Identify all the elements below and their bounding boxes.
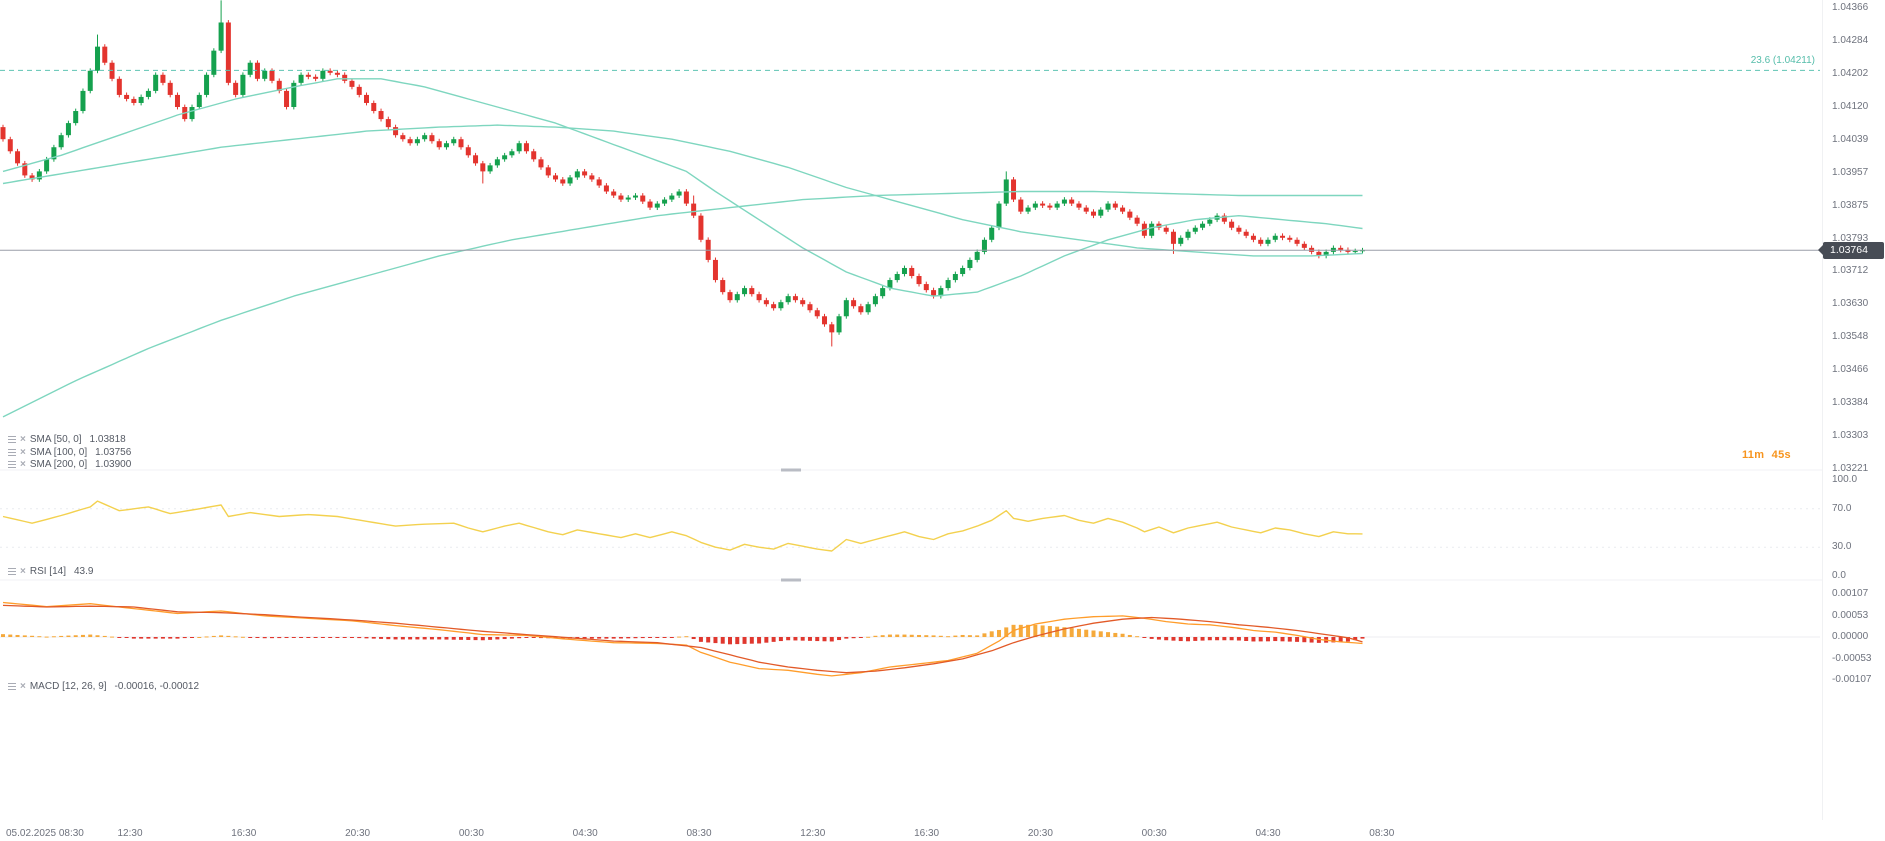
macd-axis-label: 0.00000: [1832, 631, 1869, 642]
price-axis-label: 1.03957: [1832, 166, 1869, 178]
time-axis-label: 16:30: [231, 828, 257, 839]
current-price-tag: 1.03764: [1818, 241, 1884, 259]
legend-settings-icon[interactable]: [8, 449, 16, 456]
fib-level-label[interactable]: 23.6 (1.04211): [1750, 55, 1815, 67]
legend-sma50[interactable]: × SMA [50, 0] 1.03818: [8, 434, 126, 445]
legend-sma200-value: 1.03900: [95, 459, 132, 470]
macd-axis-label: 0.00107: [1832, 587, 1869, 599]
time-axis-label: 04:30: [572, 828, 598, 839]
price-axis-label: 1.03221: [1832, 462, 1869, 474]
legend-sma50-value: 1.03818: [89, 434, 126, 445]
time-axis-label: 05.02.2025 08:30: [6, 828, 84, 839]
price-axis-label: 1.03384: [1832, 397, 1869, 409]
price-axis-label: 1.04366: [1832, 2, 1869, 13]
price-axis-label: 1.04284: [1832, 35, 1869, 46]
time-axis-label: 12:30: [117, 828, 143, 839]
time-axis-label: 04:30: [1255, 828, 1281, 839]
time-axis-label: 08:30: [1369, 828, 1395, 839]
legend-sma200-label: SMA [200, 0]: [29, 459, 88, 470]
time-axis-label: 16:30: [914, 828, 940, 839]
macd-axis-label: -0.00053: [1832, 652, 1872, 664]
legend-macd-label: MACD [12, 26, 9]: [29, 681, 107, 692]
price-axis-label: 1.04202: [1832, 68, 1869, 79]
price-axis-label: 1.03875: [1832, 199, 1869, 211]
price-axis-label: 1.03712: [1832, 265, 1869, 277]
legend-close-icon[interactable]: ×: [20, 458, 26, 470]
legend-settings-icon[interactable]: [8, 436, 16, 443]
legend-sma100-value: 1.03756: [95, 447, 132, 458]
time-axis-label: 00:30: [1141, 828, 1167, 839]
price-axis-label: 1.03793: [1832, 232, 1869, 244]
price-axis-label: 1.04120: [1832, 101, 1869, 112]
timer-minutes: 11m: [1742, 449, 1765, 461]
rsi-axis-label: 0.0: [1832, 570, 1846, 581]
legend-macd[interactable]: × MACD [12, 26, 9] -0.00016, -0.00012: [8, 681, 199, 692]
time-axis[interactable]: 05.02.2025 08:30 12:30 16:30 20:30 00:30 04:3…: [0, 820, 1885, 841]
legend-sma50-label: SMA [50, 0]: [29, 434, 82, 445]
legend-sma100-label: SMA [100, 0]: [29, 447, 88, 458]
macd-axis-label: 0.00053: [1832, 609, 1869, 621]
time-axis-label: 20:30: [345, 828, 371, 839]
legend-macd-value: -0.00016, -0.00012: [114, 681, 200, 692]
time-axis-label: 20:30: [1027, 828, 1053, 839]
rsi-axis-label: 70.0: [1832, 502, 1852, 514]
macd-axis-label: -0.00107: [1832, 674, 1872, 686]
legend-sma200[interactable]: × SMA [200, 0] 1.03900: [8, 459, 131, 470]
legend-rsi[interactable]: × RSI [14] 43.9: [8, 566, 93, 577]
time-axis-label: 00:30: [458, 828, 484, 839]
price-axis-label: 1.03466: [1832, 364, 1869, 376]
legend-close-icon[interactable]: ×: [20, 433, 26, 445]
time-axis-label: 08:30: [686, 828, 712, 839]
legend-rsi-label: RSI [14]: [29, 566, 66, 577]
price-axis-label: 1.03630: [1832, 298, 1869, 310]
time-axis-label: 12:30: [800, 828, 826, 839]
legend-close-icon[interactable]: ×: [20, 565, 26, 577]
price-axis-label: 1.03303: [1832, 429, 1869, 441]
legend-close-icon[interactable]: ×: [20, 446, 26, 458]
timer-seconds: 45s: [1771, 449, 1791, 461]
legend-rsi-value: 43.9: [73, 566, 94, 577]
price-axis-label: 1.03548: [1832, 331, 1869, 343]
legend-settings-icon[interactable]: [8, 461, 16, 468]
legend-sma100[interactable]: × SMA [100, 0] 1.03756: [8, 447, 131, 458]
price-axis[interactable]: 1.04366 1.04284 1.04202 1.04120 1.04039 1.039…: [1822, 0, 1885, 820]
rsi-axis-label: 30.0: [1832, 541, 1852, 553]
legend-settings-icon[interactable]: [8, 568, 16, 575]
rsi-axis-label: 100.0: [1832, 474, 1858, 485]
legend-settings-icon[interactable]: [8, 683, 16, 690]
legend-close-icon[interactable]: ×: [20, 680, 26, 692]
candle-countdown-timer: 11m 45s: [1742, 449, 1791, 461]
price-axis-label: 1.04039: [1832, 133, 1869, 145]
